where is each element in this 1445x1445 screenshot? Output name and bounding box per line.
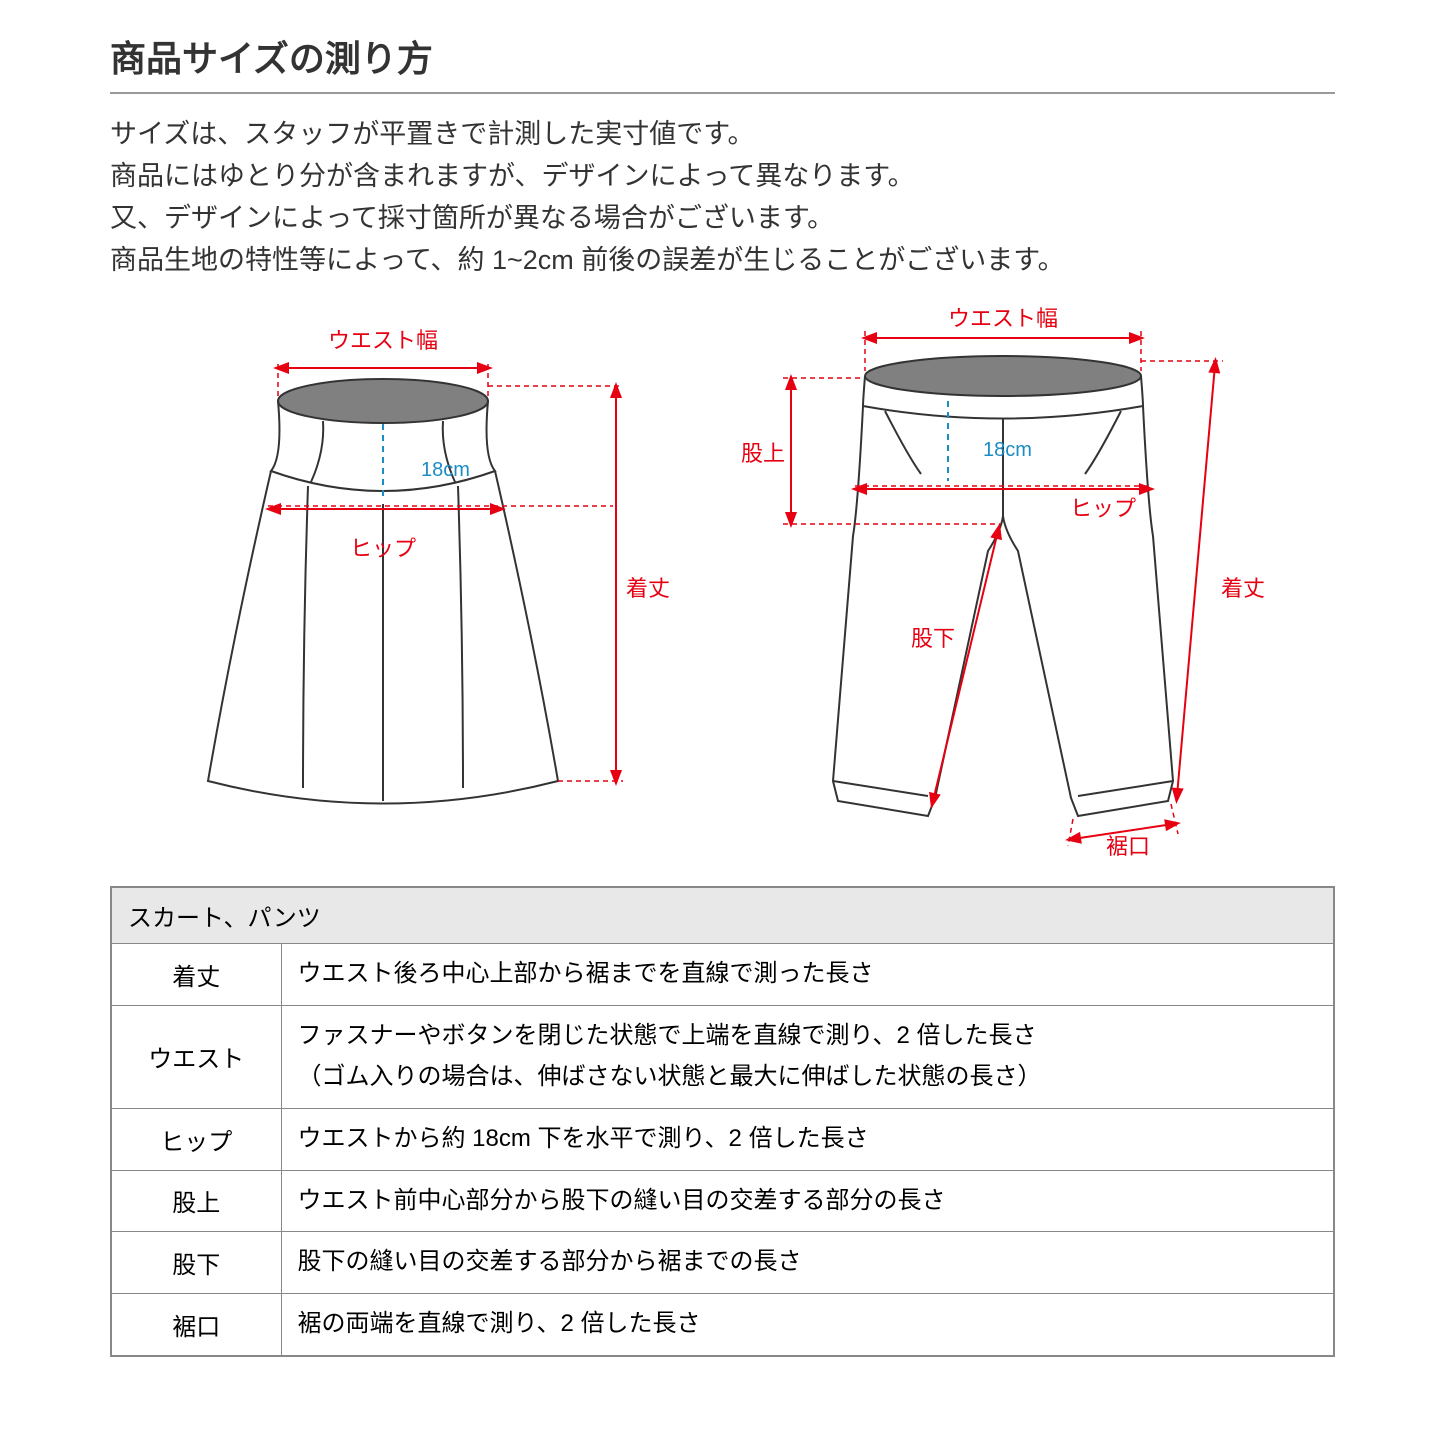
row-desc: 裾の両端を直線で測り、2 倍した長さ [281,1294,1334,1356]
table-row: 股下 股下の縫い目の交差する部分から裾までの長さ [111,1232,1334,1294]
row-label: ウエスト [111,1006,281,1109]
table-row: 裾口 裾の両端を直線で測り、2 倍した長さ [111,1294,1334,1356]
pants-inseam-label: 股下 [910,626,954,651]
row-desc: ファスナーやボタンを閉じた状態で上端を直線で測り、2 倍した長さ（ゴム入りの場合… [281,1006,1334,1109]
pants-hem-label: 裾口 [1105,834,1149,856]
row-label: ヒップ [111,1108,281,1170]
skirt-hip-label: ヒップ [349,536,415,561]
desc-line: 商品にはゆとり分が含まれますが、デザインによって異なります。 [110,156,1335,198]
description-block: サイズは、スタッフが平置きで計測した実寸値です。 商品にはゆとり分が含まれますが… [110,114,1335,281]
pants-length-label: 着丈 [1220,576,1264,601]
diagrams-row: ウエスト幅 18cm ヒップ 着丈 [110,306,1335,856]
pants-rise-label: 股上 [740,441,784,466]
table-row: 股上 ウエスト前中心部分から股下の縫い目の交差する部分の長さ [111,1170,1334,1232]
row-label: 股下 [111,1232,281,1294]
desc-line: サイズは、スタッフが平置きで計測した実寸値です。 [110,114,1335,156]
skirt-offset-label: 18cm [421,459,470,481]
row-desc: ウエスト後ろ中心上部から裾までを直線で測った長さ [281,944,1334,1006]
row-desc: ウエストから約 18cm 下を水平で測り、2 倍した長さ [281,1108,1334,1170]
skirt-diagram: ウエスト幅 18cm ヒップ 着丈 [153,306,673,816]
row-desc: ウエスト前中心部分から股下の縫い目の交差する部分の長さ [281,1170,1334,1232]
row-label: 着丈 [111,944,281,1006]
pants-offset-label: 18cm [983,439,1032,461]
row-label: 股上 [111,1170,281,1232]
row-desc: 股下の縫い目の交差する部分から裾までの長さ [281,1232,1334,1294]
table-header: スカート、パンツ [111,887,1334,944]
desc-line: 又、デザインによって採寸箇所が異なる場合がございます。 [110,198,1335,240]
table-row: ウエスト ファスナーやボタンを閉じた状態で上端を直線で測り、2 倍した長さ（ゴム… [111,1006,1334,1109]
pants-hip-label: ヒップ [1069,496,1135,521]
page-title: 商品サイズの測り方 [110,30,1335,94]
row-label: 裾口 [111,1294,281,1356]
desc-line: 商品生地の特性等によって、約 1~2cm 前後の誤差が生じることがございます。 [110,240,1335,282]
pants-waist-label: ウエスト幅 [947,306,1057,331]
table-row: 着丈 ウエスト後ろ中心上部から裾までを直線で測った長さ [111,944,1334,1006]
skirt-length-label: 着丈 [625,576,669,601]
skirt-waist-label: ウエスト幅 [327,328,437,353]
table-row: ヒップ ウエストから約 18cm 下を水平で測り、2 倍した長さ [111,1108,1334,1170]
pants-diagram: ウエスト幅 股上 18cm ヒップ 股下 着丈 裾口 [733,306,1293,856]
measurement-table: スカート、パンツ 着丈 ウエスト後ろ中心上部から裾までを直線で測った長さ ウエス… [110,886,1335,1357]
